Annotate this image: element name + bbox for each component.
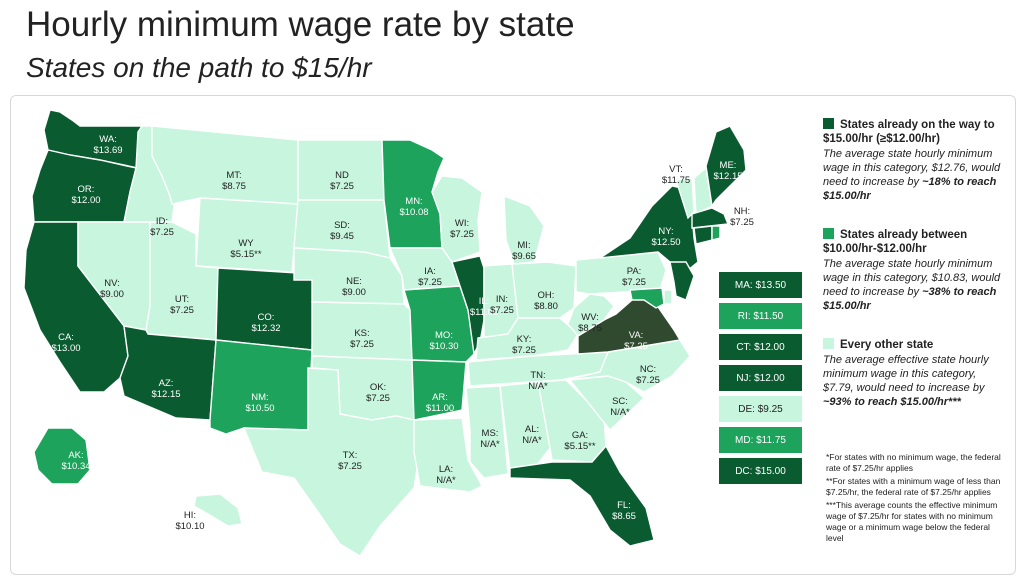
state-mt [151, 125, 299, 205]
legend-mid: States already between $10.00/hr-$12.00/… [823, 228, 1003, 313]
state-label-hi: HI: $10.10 [175, 510, 204, 532]
small-state-box: CT: $12.00 [719, 334, 802, 360]
state-label-tx: TX: $7.25 [338, 450, 362, 472]
state-vt [675, 177, 695, 220]
legend-swatch-mid [823, 228, 834, 239]
state-label-va: VA: $7.25 [624, 330, 648, 352]
state-al [499, 381, 551, 471]
state-label-ks: KS: $7.25 [350, 328, 374, 350]
state-label-az: AZ: $12.15 [151, 378, 180, 400]
state-label-pa: PA: $7.25 [622, 266, 646, 288]
footnote-3: ***This average counts the effective min… [826, 500, 998, 543]
state-pa [575, 251, 667, 295]
state-de [663, 289, 673, 305]
legend-light-body: The average effective state hourly minim… [823, 354, 989, 394]
state-label-ne: NE: $9.00 [342, 276, 366, 298]
state-label-sc: SC: N/A* [610, 396, 630, 418]
state-label-il: IL: $11.00 [470, 296, 498, 318]
page-subtitle: States on the path to $15/hr [26, 52, 372, 83]
state-label-vt: VT: $11.75 [662, 164, 690, 186]
page-title: Hourly minimum wage rate by state [26, 5, 575, 44]
legend-mid-emph: ~38% to reach $15.00/hr [823, 286, 997, 312]
state-ar [411, 359, 467, 421]
small-state-box: MD: $11.75 [719, 427, 802, 453]
state-label-ia: IA: $7.25 [418, 266, 442, 288]
state-label-oh: OH: $8.80 [534, 290, 558, 312]
small-state-box: DC: $15.00 [719, 458, 802, 484]
footnote-2: **For states with a minimum wage of less… [826, 476, 1001, 497]
state-label-wy: WY $5.15** [230, 238, 261, 260]
state-label-ga: GA: $5.15** [564, 430, 595, 452]
state-md [629, 287, 665, 309]
small-state-box: MA: $13.50 [719, 272, 802, 298]
state-label-al: AL: N/A* [522, 424, 542, 446]
legend-mid-heading: States already between $10.00/hr-$12.00/… [823, 229, 968, 255]
small-state-box: DE: $9.25 [719, 396, 802, 422]
state-label-mn: MN: $10.08 [399, 196, 428, 218]
state-label-nd: ND $7.25 [330, 170, 354, 192]
state-label-ak: AK: $10.34 [61, 450, 90, 472]
state-ny [599, 185, 699, 271]
state-label-in: IN: $7.25 [490, 294, 514, 316]
legend-dark: States already on the way to $15.00/hr (… [823, 118, 1003, 203]
state-nc [565, 339, 691, 393]
state-label-id: ID: $7.25 [150, 216, 174, 238]
state-label-ut: UT: $7.25 [170, 294, 194, 316]
state-mi [503, 194, 545, 265]
footnote-1: *For states with no minimum wage, the fe… [826, 452, 1001, 473]
state-label-nh: NH: $7.25 [730, 206, 754, 228]
state-nm [209, 339, 313, 435]
state-label-or: OR: $12.00 [71, 184, 100, 206]
state-label-ca: CA: $13.00 [51, 332, 80, 354]
state-label-ky: KY: $7.25 [512, 334, 536, 356]
state-label-ny: NY: $12.50 [651, 226, 680, 248]
state-label-ar: AR: $11.00 [426, 392, 454, 414]
state-nj [669, 261, 695, 301]
state-az [119, 325, 217, 421]
state-label-la: LA: N/A* [436, 464, 456, 486]
legend-dark-emph: ~18% to reach $15.00/hr [823, 176, 997, 202]
footnotes: *For states with no minimum wage, the fe… [826, 452, 1006, 546]
small-state-box: RI: $11.50 [719, 303, 802, 329]
legend-swatch-dark [823, 118, 834, 129]
state-label-wv: WV: $8.75 [578, 312, 602, 334]
state-wi [431, 175, 483, 263]
state-label-nm: NM: $10.50 [245, 392, 274, 414]
small-state-box: NJ: $12.00 [719, 365, 802, 391]
state-me [705, 125, 747, 208]
state-ma [691, 207, 729, 229]
state-label-wa: WA: $13.69 [93, 134, 122, 156]
legend-light-emph: ~93% to reach $15.00/hr*** [823, 396, 961, 408]
legend-swatch-light [823, 338, 834, 349]
state-label-mo: MO: $10.30 [429, 330, 458, 352]
state-label-mt: MT: $8.75 [222, 170, 246, 192]
state-label-tn: TN: N/A* [528, 370, 548, 392]
state-label-mi: MI: $9.65 [512, 240, 536, 262]
state-label-nv: NV: $9.00 [100, 278, 124, 300]
state-label-sd: SD: $9.45 [330, 220, 354, 242]
legend-dark-body: The average state hourly minimum wage in… [823, 148, 1001, 188]
state-tx [242, 367, 421, 557]
state-label-wi: WI: $7.25 [450, 218, 474, 240]
state-label-ok: OK: $7.25 [366, 382, 390, 404]
state-ak [33, 427, 91, 485]
state-label-fl: FL: $8.65 [612, 500, 636, 522]
legend-mid-body: The average state hourly minimum wage in… [823, 258, 1001, 298]
state-hi [193, 493, 243, 527]
state-la [413, 417, 483, 493]
legend-light-heading: Every other state [840, 339, 934, 351]
state-label-me: ME: $12.15 [713, 160, 742, 182]
state-label-co: CO: $12.32 [251, 312, 280, 334]
state-wy [195, 197, 299, 273]
us-map: WA: $13.69 OR: $12.00 CA: $13.00 NV: $9.00 ID: $7… [23, 109, 754, 557]
state-label-ms: MS: N/A* [480, 428, 500, 450]
state-ct [693, 225, 713, 245]
state-label-nc: NC: $7.25 [636, 364, 660, 386]
legend-dark-heading: States already on the way to $15.00/hr (… [823, 119, 995, 145]
state-ri [711, 225, 721, 241]
legend-light: Every other state The average effective … [823, 338, 1003, 409]
state-fl [509, 444, 655, 547]
